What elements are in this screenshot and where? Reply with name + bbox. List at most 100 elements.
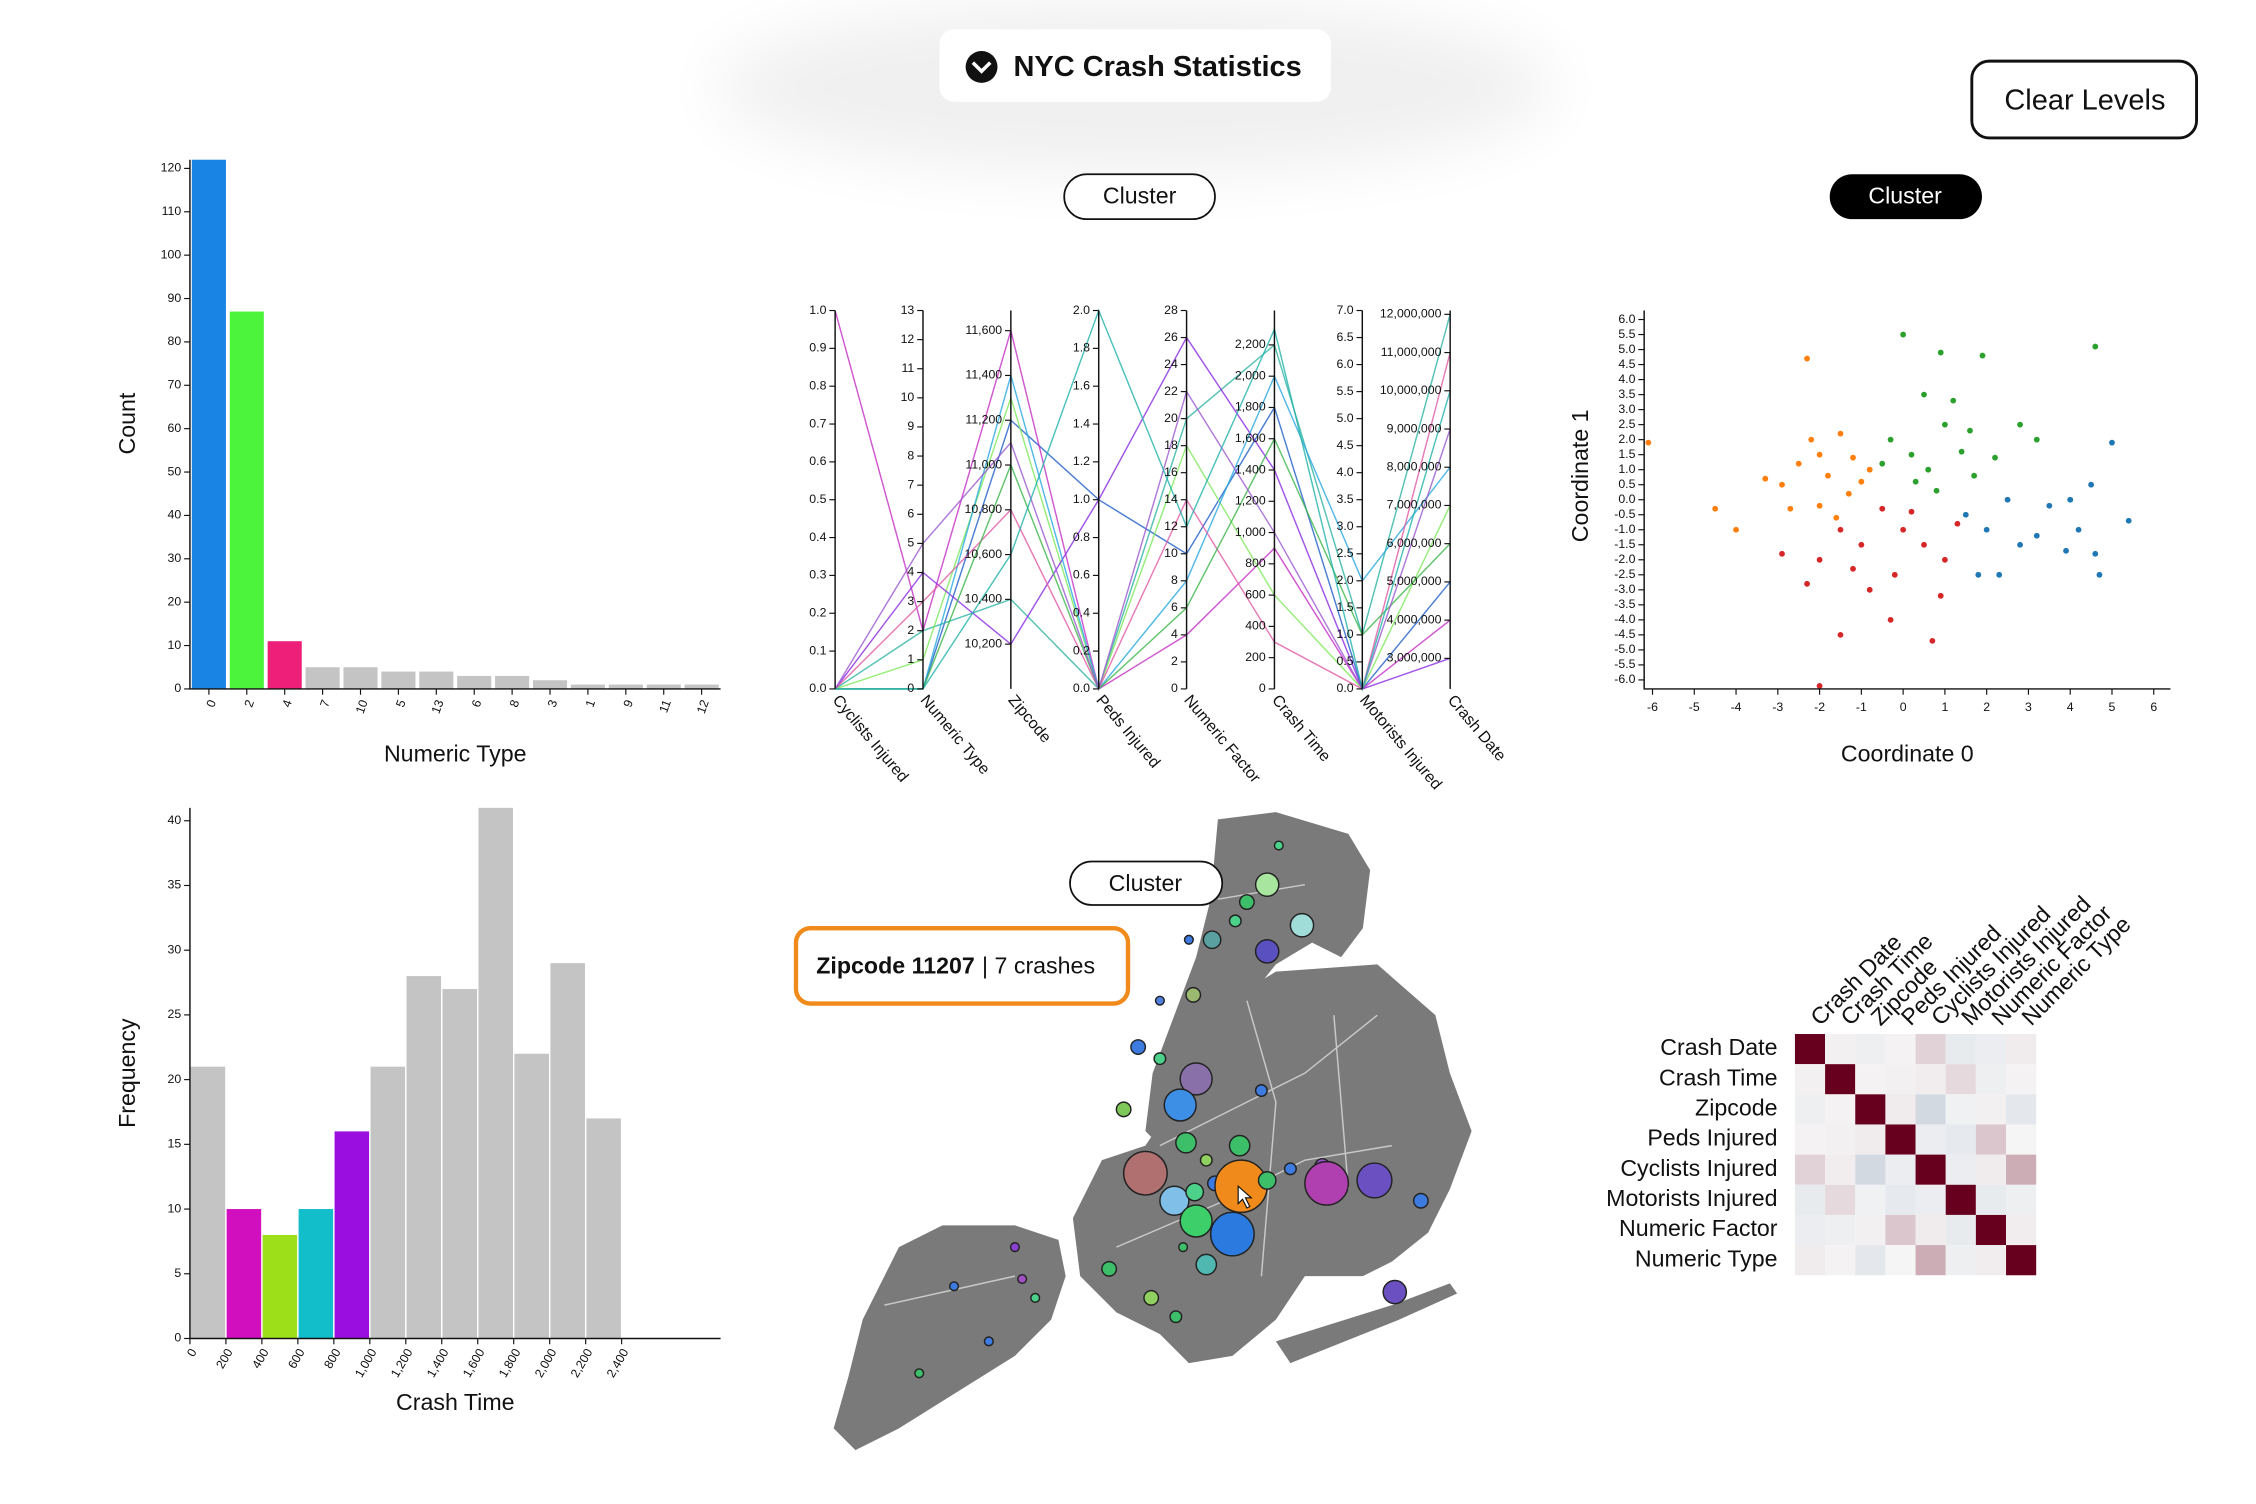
x-tick-label: 2,200 <box>568 1346 596 1380</box>
point <box>1804 355 1810 362</box>
heat-cell <box>2006 1154 2037 1185</box>
y-tick-label: 90 <box>168 291 182 305</box>
chevron-icon[interactable] <box>965 50 998 83</box>
y-tick-label: 5 <box>174 1266 181 1280</box>
y-tick-label: 4.0 <box>1618 372 1635 386</box>
bar <box>684 684 719 689</box>
heat-cell <box>1885 1214 1916 1246</box>
row-label: Crash Date <box>1660 1034 1777 1060</box>
y-tick-label: 1.8 <box>1073 341 1090 355</box>
pc-axis-label: Zipcode <box>1005 692 1055 746</box>
heat-cell <box>1825 1064 1856 1095</box>
y-tick-label: 9 <box>907 419 914 433</box>
pc-axis-label: Cyclists Injured <box>829 692 911 786</box>
x-tick-label: 5 <box>393 698 409 709</box>
point <box>1996 571 2003 578</box>
y-tick-label: 4,000,000 <box>1387 612 1442 626</box>
cluster-button[interactable] <box>1829 174 1982 220</box>
y-tick-label: 11,000,000 <box>1381 345 1442 359</box>
clear-button[interactable] <box>1970 59 2199 140</box>
y-tick-label: 0.0 <box>1618 492 1635 506</box>
heat-cell <box>1945 1154 1976 1185</box>
x-tick-label: -3 <box>1772 700 1783 714</box>
heat-cell <box>1915 1154 1946 1185</box>
rockaway[interactable] <box>1275 1283 1458 1364</box>
y-tick-label: 6 <box>1171 600 1178 614</box>
y-tick-label: 5.0 <box>1618 342 1635 356</box>
heat-cell <box>1945 1245 1976 1276</box>
y-tick-label: 26 <box>1164 330 1178 344</box>
heat-cell <box>1945 1094 1976 1125</box>
x-tick-label: 2 <box>1983 700 1990 714</box>
x-tick-label: 1,200 <box>388 1346 416 1380</box>
point <box>2017 541 2023 548</box>
bar <box>381 671 416 689</box>
x-tick-label: 1,800 <box>496 1346 524 1380</box>
y-tick-label: 4.5 <box>1336 438 1353 452</box>
y-tick-label: 0 <box>174 1331 181 1345</box>
y-tick-label: 28 <box>1164 303 1178 317</box>
y-tick-label: 80 <box>168 334 182 348</box>
y-tick-label: 14 <box>1164 492 1178 506</box>
y-tick-label: 1.6 <box>1073 378 1090 392</box>
y-tick-label: 9,000,000 <box>1387 421 1442 435</box>
heat-cell <box>1794 1094 1826 1125</box>
x-tick-label: -4 <box>1731 700 1742 714</box>
y-tick-label: 0.2 <box>809 605 826 619</box>
heat-cell <box>2006 1214 2037 1246</box>
point <box>1837 430 1844 437</box>
title-pill[interactable] <box>939 29 1331 102</box>
heat-cell <box>2006 1124 2037 1155</box>
x-tick-label: 8 <box>507 698 523 709</box>
y-tick-label: 2.0 <box>1618 432 1635 446</box>
y-tick-label: 5.5 <box>1336 384 1353 398</box>
brooklyn-queens[interactable] <box>1072 964 1472 1364</box>
y-tick-label: 3.0 <box>1618 402 1635 416</box>
point <box>1937 592 1944 599</box>
y-tick-label: 40 <box>168 813 182 827</box>
y-tick-label: 0.5 <box>809 492 826 506</box>
bar <box>586 1118 621 1339</box>
x-axis-label: Numeric Type <box>384 741 527 767</box>
point <box>1992 454 1998 461</box>
point <box>1912 478 1919 485</box>
y-tick-label: 35 <box>168 878 182 892</box>
point <box>2004 496 2011 503</box>
y-tick-label: 1.4 <box>1073 416 1090 430</box>
x-tick-label: 6 <box>469 698 485 709</box>
bar <box>262 1234 298 1339</box>
point <box>2046 502 2053 509</box>
y-tick-label: 11,000 <box>965 457 1002 471</box>
heat-cell <box>1975 1094 2007 1125</box>
point <box>1762 475 1769 482</box>
staten-island[interactable] <box>833 1225 1066 1451</box>
y-tick-label: 12 <box>1164 519 1178 533</box>
y-tick-label: 50 <box>168 464 182 478</box>
point <box>1929 637 1936 644</box>
y-tick-label: 8 <box>1171 573 1178 587</box>
y-tick-label: 11,600 <box>965 323 1002 337</box>
y-tick-label: 0.6 <box>809 454 826 468</box>
point <box>2092 343 2099 350</box>
point <box>1733 526 1739 533</box>
point <box>1850 565 1856 572</box>
cluster-button[interactable] <box>1063 173 1216 221</box>
row-label: Numeric Type <box>1635 1245 1778 1271</box>
heat-cell <box>1945 1034 1976 1065</box>
y-tick-label: 22 <box>1164 384 1178 398</box>
point <box>1908 451 1915 458</box>
y-tick-label: 2,000 <box>1235 368 1266 382</box>
heat-cell <box>1945 1124 1976 1155</box>
heat-cell <box>1915 1245 1946 1276</box>
y-tick-label: 0 <box>1259 681 1266 695</box>
x-axis-label: Coordinate 0 <box>1841 741 1974 767</box>
y-tick-label: -6.0 <box>1614 672 1635 686</box>
heat-cell <box>2006 1094 2037 1125</box>
y-tick-label: 4.0 <box>1336 465 1353 479</box>
pc-line <box>834 352 1451 691</box>
pc-line <box>835 372 1451 691</box>
chevron <box>971 61 992 74</box>
pc-axis-label: Numeric Factor <box>1180 692 1263 787</box>
cluster-button[interactable] <box>1069 860 1224 906</box>
y-tick-label: 10,200 <box>964 636 1002 650</box>
